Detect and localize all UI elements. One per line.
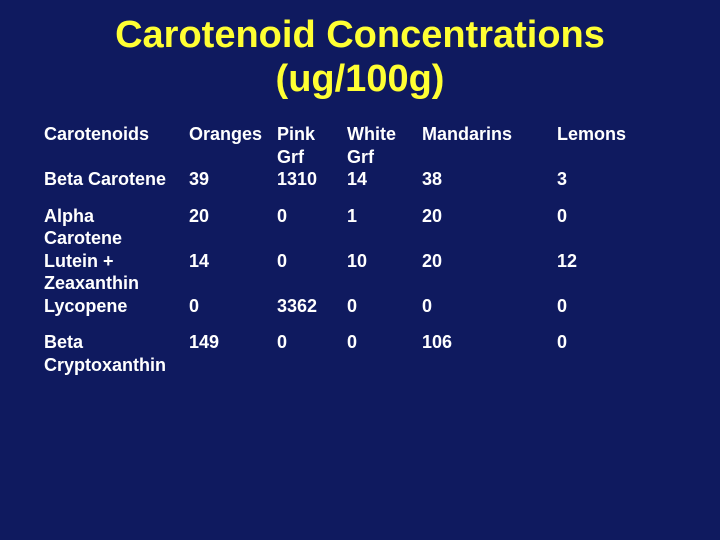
row-label-l1: Beta xyxy=(40,331,185,354)
cell: 0 xyxy=(553,331,680,354)
row-label-l2: Zeaxanthin xyxy=(40,272,185,295)
cell: 14 xyxy=(343,168,418,191)
cell: 38 xyxy=(418,168,553,191)
row-label-l2: Carotene xyxy=(40,227,185,250)
cell: 0 xyxy=(343,295,418,318)
cell: 0 xyxy=(273,331,343,354)
cell: 1 xyxy=(343,205,418,228)
row-label-l1: Lutein + xyxy=(40,250,185,273)
table-row: Alpha 20 0 1 20 0 xyxy=(40,205,680,228)
cell: 10 xyxy=(343,250,418,273)
cell: 106 xyxy=(418,331,553,354)
slide-title: Carotenoid Concentrations (ug/100g) xyxy=(40,14,680,101)
cell: 0 xyxy=(553,205,680,228)
cell: 0 xyxy=(418,295,553,318)
cell: 20 xyxy=(418,250,553,273)
table-row: Lutein + 14 0 10 20 12 xyxy=(40,250,680,273)
table-row: Carotene xyxy=(40,227,680,250)
col-header-carotenoids: Carotenoids xyxy=(40,123,185,146)
cell: 3 xyxy=(553,168,680,191)
cell: 0 xyxy=(273,205,343,228)
col-header-white-l2: Grf xyxy=(343,146,418,169)
col-header-pink-l2: Grf xyxy=(273,146,343,169)
table-row: Lycopene 0 3362 0 0 0 xyxy=(40,295,680,318)
cell: 3362 xyxy=(273,295,343,318)
title-line-2: (ug/100g) xyxy=(276,58,445,100)
table-row: Beta 149 0 0 106 0 xyxy=(40,331,680,354)
cell: 1310 xyxy=(273,168,343,191)
cell: 39 xyxy=(185,168,273,191)
row-gap xyxy=(40,191,680,205)
cell: 0 xyxy=(185,295,273,318)
table-header-row: Carotenoids Oranges Pink White Mandarins… xyxy=(40,123,680,146)
col-header-lemons: Lemons xyxy=(553,123,680,146)
table-header-row-2: Grf Grf xyxy=(40,146,680,169)
cell: 14 xyxy=(185,250,273,273)
slide: Carotenoid Concentrations (ug/100g) Caro… xyxy=(0,0,720,540)
cell: 0 xyxy=(343,331,418,354)
table-row: Cryptoxanthin xyxy=(40,354,680,377)
col-header-oranges: Oranges xyxy=(185,123,273,146)
cell: 20 xyxy=(185,205,273,228)
cell: 0 xyxy=(273,250,343,273)
row-gap xyxy=(40,317,680,331)
col-header-mandarins: Mandarins xyxy=(418,123,553,146)
cell: 149 xyxy=(185,331,273,354)
row-label-l1: Alpha xyxy=(40,205,185,228)
col-header-pink-l1: Pink xyxy=(273,123,343,146)
data-table: Carotenoids Oranges Pink White Mandarins… xyxy=(40,123,680,376)
col-header-blank xyxy=(40,146,185,169)
row-label: Lycopene xyxy=(40,295,185,318)
row-label: Beta Carotene xyxy=(40,168,185,191)
cell: 20 xyxy=(418,205,553,228)
cell: 0 xyxy=(553,295,680,318)
table-row: Zeaxanthin xyxy=(40,272,680,295)
title-line-1: Carotenoid Concentrations xyxy=(115,14,605,56)
cell: 12 xyxy=(553,250,680,273)
col-header-white-l1: White xyxy=(343,123,418,146)
table-row: Beta Carotene 39 1310 14 38 3 xyxy=(40,168,680,191)
row-label-l2: Cryptoxanthin xyxy=(40,354,185,377)
col-header-blank xyxy=(185,146,273,169)
